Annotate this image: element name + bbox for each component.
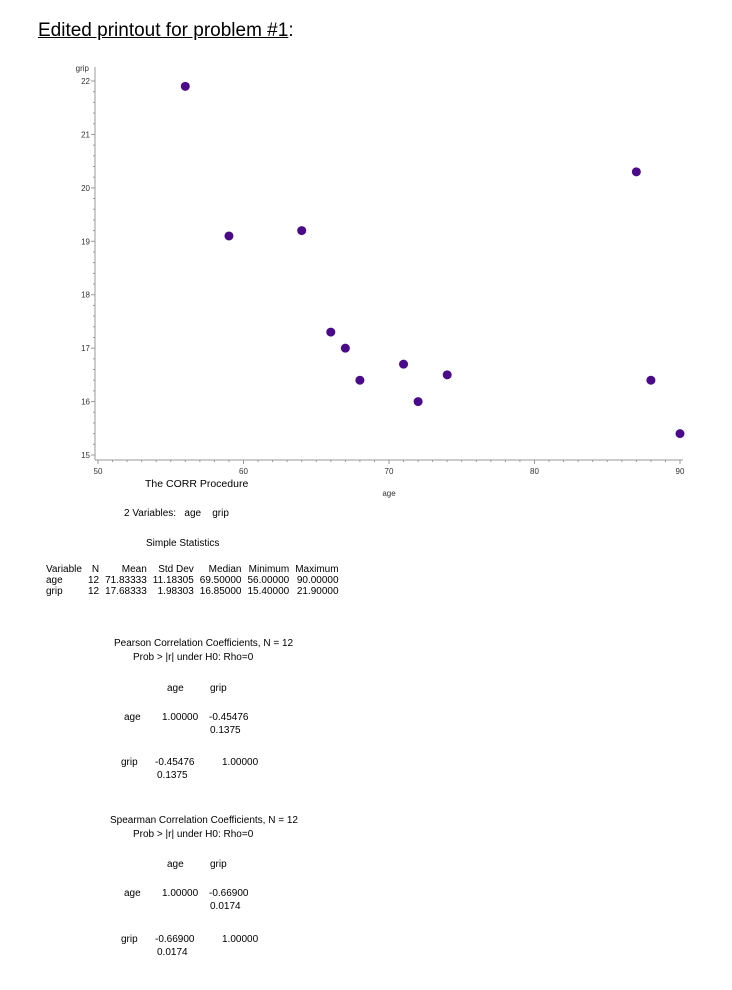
x-tick-label: 50 [94, 467, 103, 476]
spearman-title: Spearman Correlation Coefficients, N = 1… [110, 815, 298, 826]
p-value: 0.1375 [157, 770, 188, 781]
y-tick-label: 22 [81, 77, 90, 86]
y-tick-label: 21 [81, 130, 90, 139]
data-point [413, 397, 423, 407]
data-point [326, 327, 336, 337]
x-tick-label: 90 [676, 467, 685, 476]
data-point [631, 167, 641, 177]
y-tick-label: 16 [81, 398, 90, 407]
table-header: Variable N Mean Std Dev Median Minimum Maximum [46, 564, 339, 575]
coef: 1.00000 [162, 888, 199, 899]
data-point [355, 375, 365, 385]
page-title: Edited printout for problem #1: [38, 20, 294, 41]
p-value: 0.0174 [210, 901, 241, 912]
spearman-subtitle: Prob > |r| under H0: Rho=0 [133, 829, 254, 840]
data-point [675, 429, 685, 439]
proc-title: The CORR Procedure [145, 478, 249, 490]
y-tick-label: 20 [81, 184, 90, 193]
y-tick-label: 19 [81, 237, 90, 246]
data-point [399, 359, 409, 369]
col-header: age [167, 683, 184, 694]
data-point [340, 343, 350, 353]
pearson-subtitle: Prob > |r| under H0: Rho=0 [133, 652, 254, 663]
coef: 1.00000 [162, 712, 199, 723]
coef: 1.00000 [222, 934, 259, 945]
row-header: age [124, 888, 141, 899]
p-value: 0.0174 [157, 947, 188, 958]
coef: 1.00000 [222, 757, 259, 768]
col-header: grip [210, 683, 227, 694]
col-header: age [167, 859, 184, 870]
coef: -0.66900 [155, 934, 195, 945]
row-header: grip [121, 757, 138, 768]
variables-line: 2 Variables: age grip [124, 508, 229, 519]
y-tick-label: 17 [81, 344, 90, 353]
coef: -0.66900 [209, 888, 249, 899]
table-row: age 12 71.83333 11.18305 69.50000 56.00000 90.… [46, 575, 339, 586]
table-row: grip 12 17.68333 1.98303 16.85000 15.40000 21.… [46, 586, 339, 597]
x-tick-label: 60 [239, 467, 248, 476]
simple-stats-table: Variable N Mean Std Dev Median Minimum Maximum… [43, 564, 342, 597]
x-tick-label: 80 [530, 467, 539, 476]
coef: -0.45476 [209, 712, 249, 723]
p-value: 0.1375 [210, 725, 241, 736]
col-header: grip [210, 859, 227, 870]
row-header: grip [121, 934, 138, 945]
y-axis-label: grip [76, 64, 90, 73]
y-tick-label: 15 [81, 451, 90, 460]
data-point [297, 226, 307, 236]
x-tick-label: 70 [385, 467, 394, 476]
scatter-plot: 15 16 17 18 19 20 21 22 50 60 70 80 90 grip age [76, 64, 685, 498]
data-point [646, 375, 656, 385]
row-header: age [124, 712, 141, 723]
data-point [442, 370, 452, 380]
simple-stats-title: Simple Statistics [146, 538, 220, 549]
y-tick-label: 18 [81, 291, 90, 300]
x-axis-label: age [382, 489, 396, 498]
data-point [180, 81, 190, 91]
data-point [224, 231, 234, 241]
pearson-title: Pearson Correlation Coefficients, N = 12 [114, 638, 294, 649]
coef: -0.45476 [155, 757, 195, 768]
